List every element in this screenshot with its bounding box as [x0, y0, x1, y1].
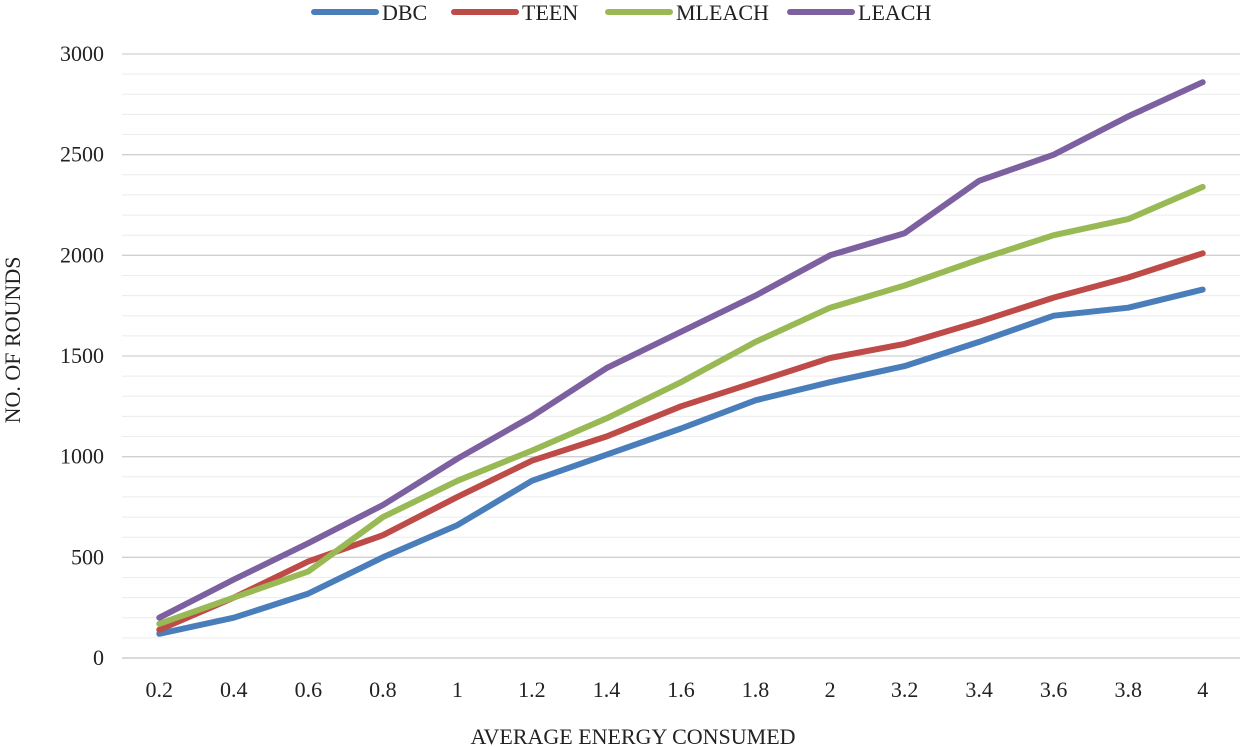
y-tick-label: 3000: [60, 41, 104, 66]
y-tick-label: 1500: [60, 343, 104, 368]
series-line-teen: [156, 250, 1206, 633]
series-line-mleach: [156, 183, 1206, 627]
y-tick-label: 500: [71, 544, 104, 569]
legend-item-teen: TEEN: [451, 0, 578, 25]
x-tick-label: 3.2: [891, 677, 919, 702]
legend: DBC TEEN MLEACH LEACH: [311, 0, 931, 25]
x-tick-label: 4: [1197, 677, 1208, 702]
x-tick-label: 1.8: [742, 677, 770, 702]
y-tick-label: 2500: [60, 142, 104, 167]
y-tick-label: 1000: [60, 444, 104, 469]
x-tick-label: 0.2: [146, 677, 174, 702]
legend-item-dbc: DBC: [311, 0, 427, 25]
axes: 0 500 1000 1500 2000 2500 3000 0.2 0.4 0.6 0.8 1 1.2…: [60, 41, 1240, 702]
x-tick-label: 1.2: [518, 677, 546, 702]
legend-item-leach: LEACH: [787, 0, 931, 25]
y-axis-title: NO. OF ROUNDS: [0, 257, 25, 424]
series-lines: [156, 79, 1206, 637]
x-tick-label: 1.6: [667, 677, 695, 702]
series-line-leach: [156, 79, 1206, 621]
x-tick-label: 1.4: [593, 677, 621, 702]
y-tick-label: 2000: [60, 242, 104, 267]
legend-label: LEACH: [858, 0, 931, 25]
legend-label: MLEACH: [676, 0, 769, 25]
x-tick-label: 0.8: [369, 677, 397, 702]
series-line-dbc: [156, 286, 1206, 637]
x-axis-title: AVERAGE ENERGY CONSUMED: [470, 724, 795, 747]
x-tick-label: 3.8: [1114, 677, 1142, 702]
y-tick-label: 0: [93, 645, 104, 670]
legend-item-mleach: MLEACH: [605, 0, 769, 25]
x-tick-label: 2: [825, 677, 836, 702]
legend-label: DBC: [382, 0, 427, 25]
x-tick-label: 3.6: [1040, 677, 1068, 702]
x-tick-label: 0.6: [295, 677, 323, 702]
legend-label: TEEN: [522, 0, 578, 25]
x-tick-label: 3.4: [965, 677, 993, 702]
x-tick-label: 1: [452, 677, 463, 702]
x-tick-label: 0.4: [220, 677, 248, 702]
